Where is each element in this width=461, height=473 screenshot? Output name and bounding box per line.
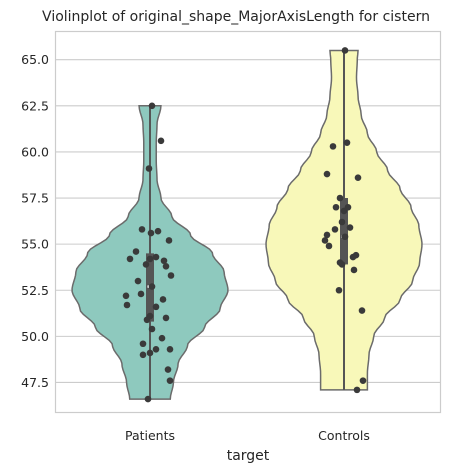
data-point <box>146 349 154 357</box>
chart-title: Violinplot of original_shape_MajorAxisLe… <box>42 9 430 25</box>
y-tick-label: 52.5 <box>21 283 49 298</box>
data-point <box>164 366 172 373</box>
x-tick-label: Patients <box>125 428 175 443</box>
y-tick-label: 55.0 <box>21 237 49 252</box>
y-tick-label: 62.5 <box>21 98 49 113</box>
violins <box>71 49 423 400</box>
data-point <box>321 237 329 244</box>
x-axis-label: target <box>227 448 270 464</box>
data-point <box>329 143 337 150</box>
data-point <box>137 290 145 298</box>
data-point <box>147 229 155 237</box>
data-point <box>157 137 165 145</box>
iqr-box-controls <box>340 198 348 265</box>
data-point <box>167 272 175 279</box>
data-point <box>341 47 349 54</box>
data-point <box>152 303 160 311</box>
y-tick-label: 50.0 <box>21 329 49 344</box>
y-tick-label: 57.5 <box>21 191 49 206</box>
data-point <box>152 253 160 261</box>
data-point <box>152 345 160 353</box>
data-point <box>139 340 147 348</box>
data-point <box>325 242 333 250</box>
data-point <box>338 218 346 226</box>
data-point <box>138 226 146 233</box>
data-point <box>349 253 357 261</box>
data-point <box>145 165 153 172</box>
y-tick-labels: 47.5 50.0 52.5 55.0 57.5 60.0 62.5 65.0 <box>21 52 49 390</box>
data-point <box>158 334 166 342</box>
data-point <box>332 203 340 211</box>
data-point <box>122 292 130 300</box>
data-point <box>340 207 348 215</box>
data-point <box>323 170 331 178</box>
x-tick-label: Controls <box>318 428 370 443</box>
data-point <box>162 314 170 322</box>
data-point <box>160 257 168 265</box>
data-point <box>336 194 344 202</box>
data-point <box>338 261 346 268</box>
data-point <box>134 277 142 285</box>
data-point <box>331 226 339 233</box>
data-point <box>159 296 167 303</box>
data-points <box>122 47 367 403</box>
data-point <box>350 266 358 274</box>
data-point <box>358 307 366 314</box>
data-point <box>323 231 331 239</box>
plot-frame <box>54 30 442 414</box>
data-point <box>148 325 156 333</box>
data-point <box>165 237 173 244</box>
data-point <box>148 283 156 290</box>
data-point <box>341 233 349 241</box>
data-point <box>359 377 367 384</box>
y-tick-label: 47.5 <box>21 375 49 390</box>
data-point <box>132 248 140 255</box>
data-point <box>148 102 156 110</box>
x-tick-labels: Patients Controls <box>125 428 370 443</box>
data-point <box>142 261 150 268</box>
data-point <box>343 139 351 146</box>
data-point <box>353 386 361 394</box>
data-point <box>123 301 131 309</box>
data-point <box>139 351 147 359</box>
data-point <box>166 377 174 384</box>
y-tick-label: 60.0 <box>21 144 49 159</box>
data-point <box>154 227 162 235</box>
data-point <box>162 262 170 270</box>
data-point <box>144 395 152 403</box>
data-point <box>346 224 354 231</box>
data-point <box>126 255 134 263</box>
y-tick-label: 65.0 <box>21 52 49 67</box>
data-point <box>146 255 154 263</box>
data-point <box>354 174 362 182</box>
data-point <box>143 316 151 324</box>
data-point <box>166 345 174 353</box>
data-point <box>335 286 343 294</box>
